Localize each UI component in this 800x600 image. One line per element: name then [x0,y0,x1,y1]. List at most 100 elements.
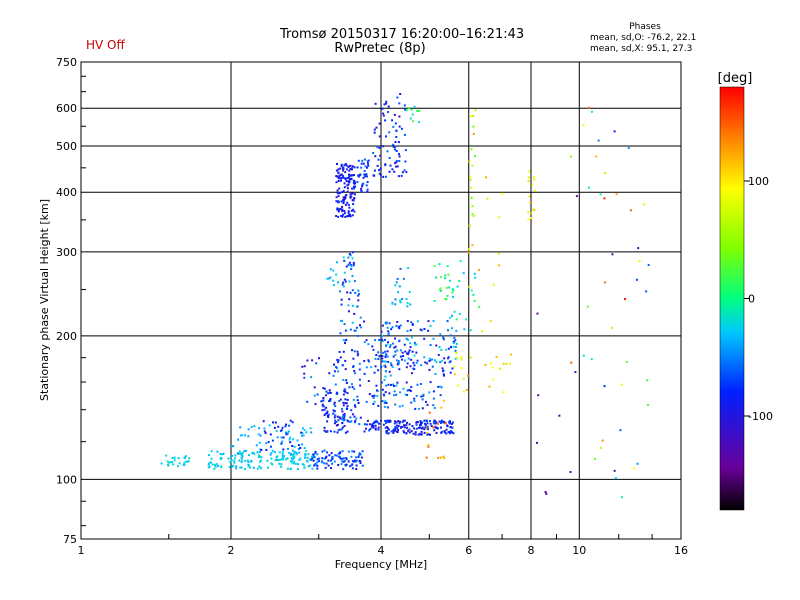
data-point [373,394,376,397]
data-point [284,431,287,434]
data-point [453,336,456,339]
data-point [332,409,335,412]
data-point [336,175,339,178]
data-point [383,364,386,367]
data-point [367,162,369,165]
data-point [408,431,411,434]
data-point [452,345,455,348]
data-point [297,463,300,466]
data-point [271,463,274,466]
y-tick-label: 200 [56,330,77,343]
data-point [346,215,349,217]
data-point [444,422,447,425]
data-point [384,365,387,368]
data-point [408,388,411,391]
data-point [418,121,421,124]
data-point [533,189,536,192]
data-point [492,378,495,381]
data-point [234,454,237,457]
data-point [316,461,319,464]
colorbar-tick-label: 0 [748,293,755,306]
data-point [230,454,233,457]
data-point [233,457,236,460]
data-point [348,178,351,180]
data-point [451,327,453,330]
data-point [574,371,577,374]
data-point [345,164,348,167]
data-point [309,464,312,467]
data-point [363,372,366,375]
data-point [396,349,399,352]
data-point [426,362,429,365]
data-point [268,424,271,427]
data-point [363,158,366,161]
data-point [383,338,386,341]
data-point [486,197,489,200]
colorbar-label: [deg] [718,71,753,86]
data-point [527,218,530,221]
data-point [286,467,289,470]
data-point [342,285,345,288]
data-point [501,192,504,195]
data-point [366,181,369,184]
data-point [396,431,399,434]
data-point [362,176,365,179]
data-point [332,374,335,377]
data-point [339,290,341,293]
colorbar [719,86,745,511]
data-point [290,459,293,462]
data-point [338,208,341,211]
data-point [450,426,453,429]
data-point [427,445,430,448]
data-point [387,383,390,386]
data-point [421,407,424,410]
data-point [429,344,432,347]
data-point [332,284,335,287]
data-point [303,372,306,375]
data-point [184,457,187,460]
data-point [422,393,425,396]
data-point [235,465,238,468]
data-point [333,410,336,413]
data-point [478,305,481,308]
data-point [303,464,306,467]
data-point [285,458,287,461]
data-point [358,452,361,455]
data-point [384,350,387,353]
data-point [603,197,606,200]
data-point [307,465,310,468]
data-point [351,383,353,386]
data-point [392,143,395,146]
data-point [386,326,389,329]
data-point [528,170,531,173]
data-point [333,403,336,406]
data-point [350,195,353,198]
data-point [378,169,381,172]
data-point [442,455,445,458]
data-point [443,357,446,360]
data-point [435,426,438,429]
data-point [278,459,281,461]
data-point [340,163,343,166]
data-point [415,362,418,364]
data-point [398,325,401,328]
data-point [236,452,239,455]
data-point [305,431,308,434]
data-point [309,427,312,430]
data-point [373,169,376,172]
data-point [346,184,349,187]
data-point [424,422,426,425]
data-point [347,304,350,307]
data-point [451,291,454,294]
data-point [405,381,408,384]
data-point [330,459,332,462]
data-point [394,162,397,165]
data-point [374,357,377,360]
data-point [256,451,259,454]
data-point [413,354,416,357]
data-point [429,420,431,422]
data-point [408,349,411,352]
data-point [388,131,391,134]
data-point [354,193,356,196]
data-point [267,441,270,443]
